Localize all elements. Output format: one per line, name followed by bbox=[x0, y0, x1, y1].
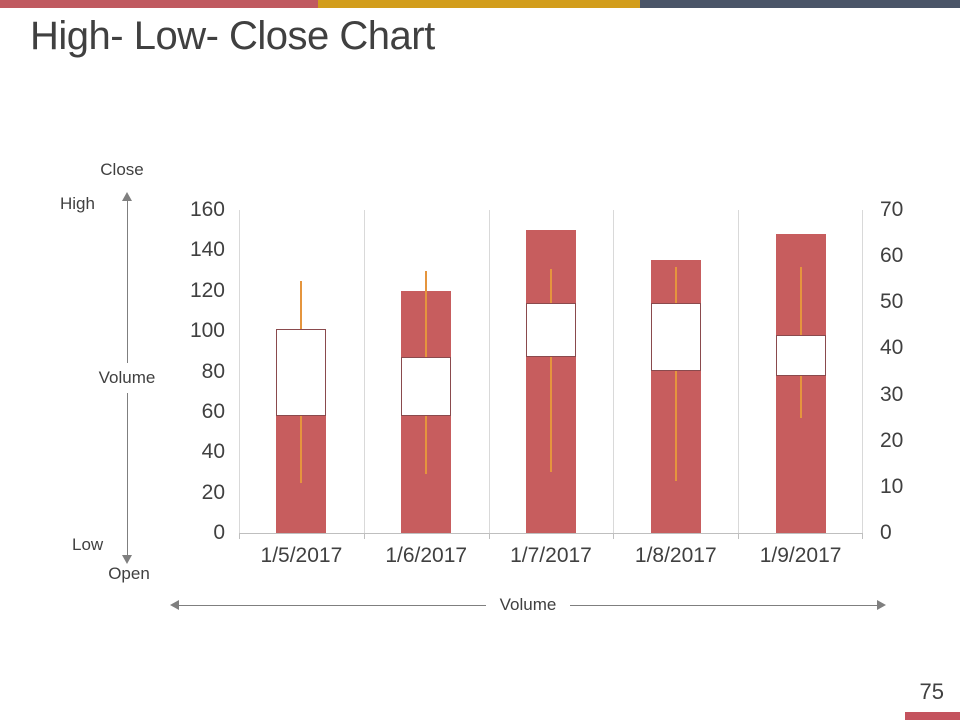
arrow-line bbox=[179, 604, 486, 606]
y-axis-tick-label-left: 20 bbox=[201, 480, 225, 504]
gridline bbox=[488, 210, 490, 533]
x-axis-date-label: 1/6/2017 bbox=[385, 544, 468, 567]
y-axis-tick-label-right: 50 bbox=[880, 290, 904, 314]
gridline bbox=[738, 210, 740, 533]
gridline bbox=[862, 210, 863, 533]
y-axis-tick-label-right: 30 bbox=[880, 382, 904, 406]
arrow-line bbox=[126, 393, 128, 555]
y-axis-tick-label-left: 80 bbox=[201, 359, 225, 383]
top-border-gold-segment bbox=[318, 0, 640, 8]
label-volume-vertical: Volume bbox=[98, 368, 156, 387]
axis-tick bbox=[613, 534, 615, 539]
open-close-box bbox=[526, 302, 576, 358]
y-axis-tick-label-left: 140 bbox=[189, 238, 225, 262]
high-low-whisker bbox=[550, 268, 552, 473]
arrow-line bbox=[570, 604, 878, 606]
chart-plot-area bbox=[239, 210, 863, 539]
x-axis-date-label: 1/8/2017 bbox=[634, 544, 717, 567]
x-axis-line bbox=[239, 533, 863, 534]
y-axis-tick-label-left: 120 bbox=[189, 278, 225, 302]
horizontal-range-arrow: Volume bbox=[170, 595, 887, 615]
axis-tick bbox=[738, 534, 740, 539]
y-axis-tick-label-right: 0 bbox=[880, 521, 892, 544]
y-axis-tick-label-right: 70 bbox=[880, 198, 904, 221]
gridline bbox=[363, 210, 365, 533]
top-border-red-segment bbox=[0, 0, 318, 8]
y-axis-tick-label-left: 40 bbox=[201, 440, 225, 464]
axis-tick bbox=[363, 534, 365, 539]
label-close: Close bbox=[100, 160, 144, 179]
label-low: Low bbox=[72, 535, 104, 554]
page-title: High- Low- Close Chart bbox=[30, 14, 435, 58]
y-axis-tick-label-left: 0 bbox=[213, 521, 225, 544]
label-open: Open bbox=[108, 564, 150, 583]
gridline bbox=[239, 210, 240, 533]
y-axis-tick-label-right: 60 bbox=[880, 244, 904, 268]
page-number: 75 bbox=[919, 679, 944, 704]
y-axis-tick-label-right: 40 bbox=[880, 336, 904, 360]
vertical-range-arrow: Volume bbox=[92, 192, 162, 564]
open-close-box bbox=[401, 357, 452, 416]
y-axis-tick-label-right: 10 bbox=[880, 474, 904, 498]
x-axis-date-label: 1/9/2017 bbox=[759, 544, 842, 567]
gridline bbox=[613, 210, 615, 533]
arrow-line bbox=[126, 201, 128, 363]
open-close-box bbox=[775, 335, 826, 376]
x-axis-date-label: 1/5/2017 bbox=[260, 544, 343, 567]
top-border-slate-segment bbox=[640, 0, 960, 8]
y-axis-tick-label-left: 160 bbox=[189, 198, 225, 221]
label-high: High bbox=[60, 194, 95, 213]
axis-tick bbox=[862, 534, 863, 539]
label-volume-horizontal: Volume bbox=[499, 595, 557, 614]
open-close-box bbox=[650, 302, 701, 372]
axis-tick bbox=[239, 534, 240, 539]
x-axis-date-label: 1/7/2017 bbox=[510, 544, 592, 567]
arrow-left-icon bbox=[170, 600, 179, 610]
y-axis-tick-label-right: 20 bbox=[880, 428, 904, 452]
axis-tick bbox=[488, 534, 490, 539]
top-border-bar bbox=[0, 0, 960, 8]
arrow-up-icon bbox=[122, 192, 132, 201]
high-low-whisker bbox=[674, 266, 677, 481]
y-axis-tick-label-left: 60 bbox=[201, 399, 225, 423]
arrow-down-icon bbox=[122, 555, 132, 564]
arrow-right-icon bbox=[877, 600, 887, 610]
open-close-box bbox=[276, 329, 327, 416]
y-axis-tick-label-left: 100 bbox=[189, 319, 225, 343]
corner-accent-bar bbox=[905, 712, 960, 720]
